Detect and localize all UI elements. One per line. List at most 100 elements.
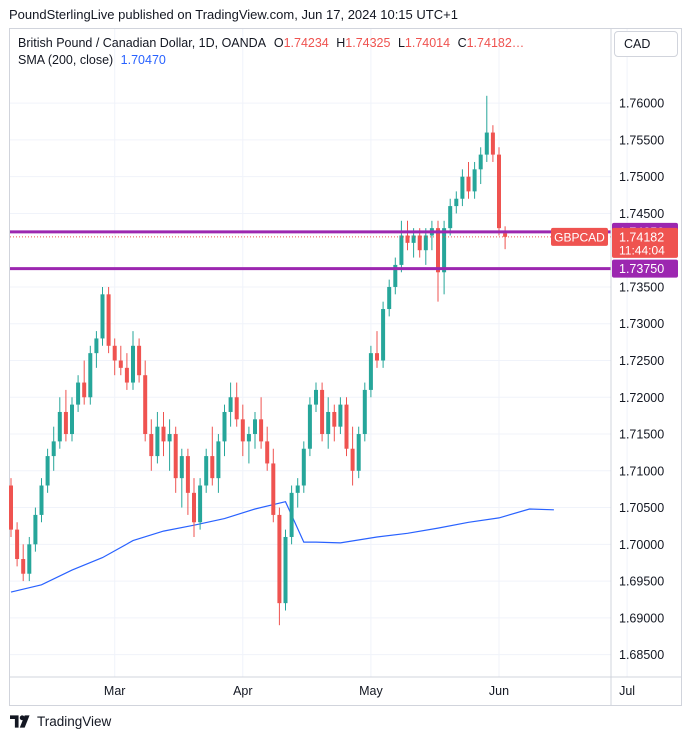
- currency-button[interactable]: CAD: [614, 31, 678, 57]
- current-price-tag: [612, 227, 678, 258]
- candle-body: [344, 404, 349, 449]
- candle-body: [405, 235, 410, 243]
- candle-body: [411, 235, 416, 243]
- y-tick-label: 1.71500: [619, 428, 664, 442]
- candle-body: [143, 375, 148, 435]
- candle-body: [27, 544, 32, 574]
- published-caption: PoundSterlingLive published on TradingVi…: [9, 7, 458, 22]
- candle-body: [466, 176, 471, 192]
- symbol-title: British Pound / Canadian Dollar, 1D, OAN…: [18, 36, 266, 50]
- candle-body: [338, 404, 343, 427]
- candle-body: [265, 441, 270, 464]
- candle-body: [375, 353, 379, 361]
- candle-body: [167, 434, 172, 442]
- current-price-label: 1.74182: [619, 230, 664, 244]
- low-value: 1.74014: [404, 36, 451, 50]
- sma-row: SMA (200, close) 1.70470: [18, 52, 524, 69]
- candle-body: [21, 559, 26, 574]
- candle-body: [94, 338, 99, 354]
- open-value: 1.74234: [283, 36, 329, 50]
- candle-body: [490, 132, 495, 155]
- close-label: C: [457, 36, 467, 50]
- x-tick-label: Jun: [489, 684, 509, 698]
- candle-body: [484, 132, 489, 155]
- candle-body: [39, 485, 44, 515]
- candle-body: [192, 492, 196, 523]
- y-tick-label: 1.70000: [619, 538, 664, 552]
- candle-body: [57, 411, 62, 442]
- candle-body: [436, 228, 440, 273]
- sma-label: SMA (200, close): [18, 53, 114, 67]
- candle-body: [204, 456, 209, 486]
- candle-body: [124, 367, 129, 383]
- candle-body: [222, 411, 227, 442]
- candle-body: [131, 345, 135, 383]
- x-tick-label: Mar: [104, 684, 126, 698]
- candle-body: [362, 389, 367, 435]
- candle-body: [442, 228, 447, 273]
- candle-body: [460, 176, 465, 199]
- candle-body: [185, 456, 190, 493]
- tradingview-logo-icon: [10, 715, 30, 728]
- open-label: O: [273, 36, 284, 50]
- candle-body: [155, 426, 160, 457]
- candle-body: [350, 448, 355, 471]
- high-value: 1.74325: [345, 36, 391, 50]
- candle-body: [271, 463, 276, 515]
- candle-body: [295, 485, 300, 493]
- sma-line: [10, 501, 554, 593]
- x-tick-label: Apr: [233, 684, 252, 698]
- level-price-label: 1.73750: [619, 262, 664, 276]
- low-label: L: [397, 36, 405, 50]
- ohlc-row: British Pound / Canadian Dollar, 1D, OAN…: [18, 35, 524, 52]
- x-tick-label: Jul: [619, 684, 635, 698]
- candle-body: [161, 426, 166, 442]
- candle-body: [314, 389, 318, 405]
- candle-body: [399, 235, 404, 265]
- candle-body: [301, 448, 306, 486]
- symbol-tag-label: GBPCAD: [554, 230, 605, 244]
- y-tick-label: 1.75500: [619, 133, 664, 147]
- candle-body: [173, 434, 178, 479]
- candle-body: [88, 353, 93, 398]
- close-value: 1.74182…: [466, 36, 525, 50]
- candle-body: [106, 294, 111, 346]
- y-tick-label: 1.68500: [619, 648, 664, 662]
- candle-body: [381, 309, 386, 361]
- x-tick-label: May: [359, 684, 383, 698]
- y-tick-label: 1.72000: [619, 391, 664, 405]
- candle-body: [417, 235, 422, 251]
- countdown-label: 11:44:04: [619, 243, 665, 257]
- candle-body: [320, 389, 325, 435]
- candle-body: [149, 434, 154, 457]
- candles-layer: [9, 95, 508, 626]
- candle-body: [51, 441, 56, 457]
- candle-body: [332, 411, 337, 427]
- y-tick-label: 1.69500: [619, 575, 664, 589]
- candle-body: [246, 434, 251, 442]
- candle-body: [472, 169, 477, 192]
- y-tick-label: 1.73000: [619, 317, 664, 331]
- y-tick-label: 1.75000: [619, 170, 664, 184]
- y-tick-label: 1.72500: [619, 354, 664, 368]
- candle-body: [76, 382, 81, 405]
- chart-frame: [9, 28, 682, 706]
- candle-body: [137, 345, 142, 376]
- candle-body: [15, 529, 20, 560]
- candle-body: [454, 198, 459, 207]
- candle-body: [198, 485, 203, 523]
- candle-body: [289, 492, 294, 537]
- y-tick-label: 1.69000: [619, 611, 664, 625]
- grid-lines: [10, 29, 628, 677]
- candle-body: [393, 264, 398, 287]
- candle-body: [45, 456, 50, 486]
- candle-body: [478, 154, 483, 170]
- candle-body: [326, 411, 331, 435]
- sma-layer: [10, 501, 554, 593]
- candle-body: [228, 397, 233, 412]
- candle-body: [259, 419, 264, 442]
- symbol-tag: [551, 227, 608, 246]
- y-tick-label: 1.73500: [619, 280, 664, 294]
- candle-body: [448, 206, 453, 229]
